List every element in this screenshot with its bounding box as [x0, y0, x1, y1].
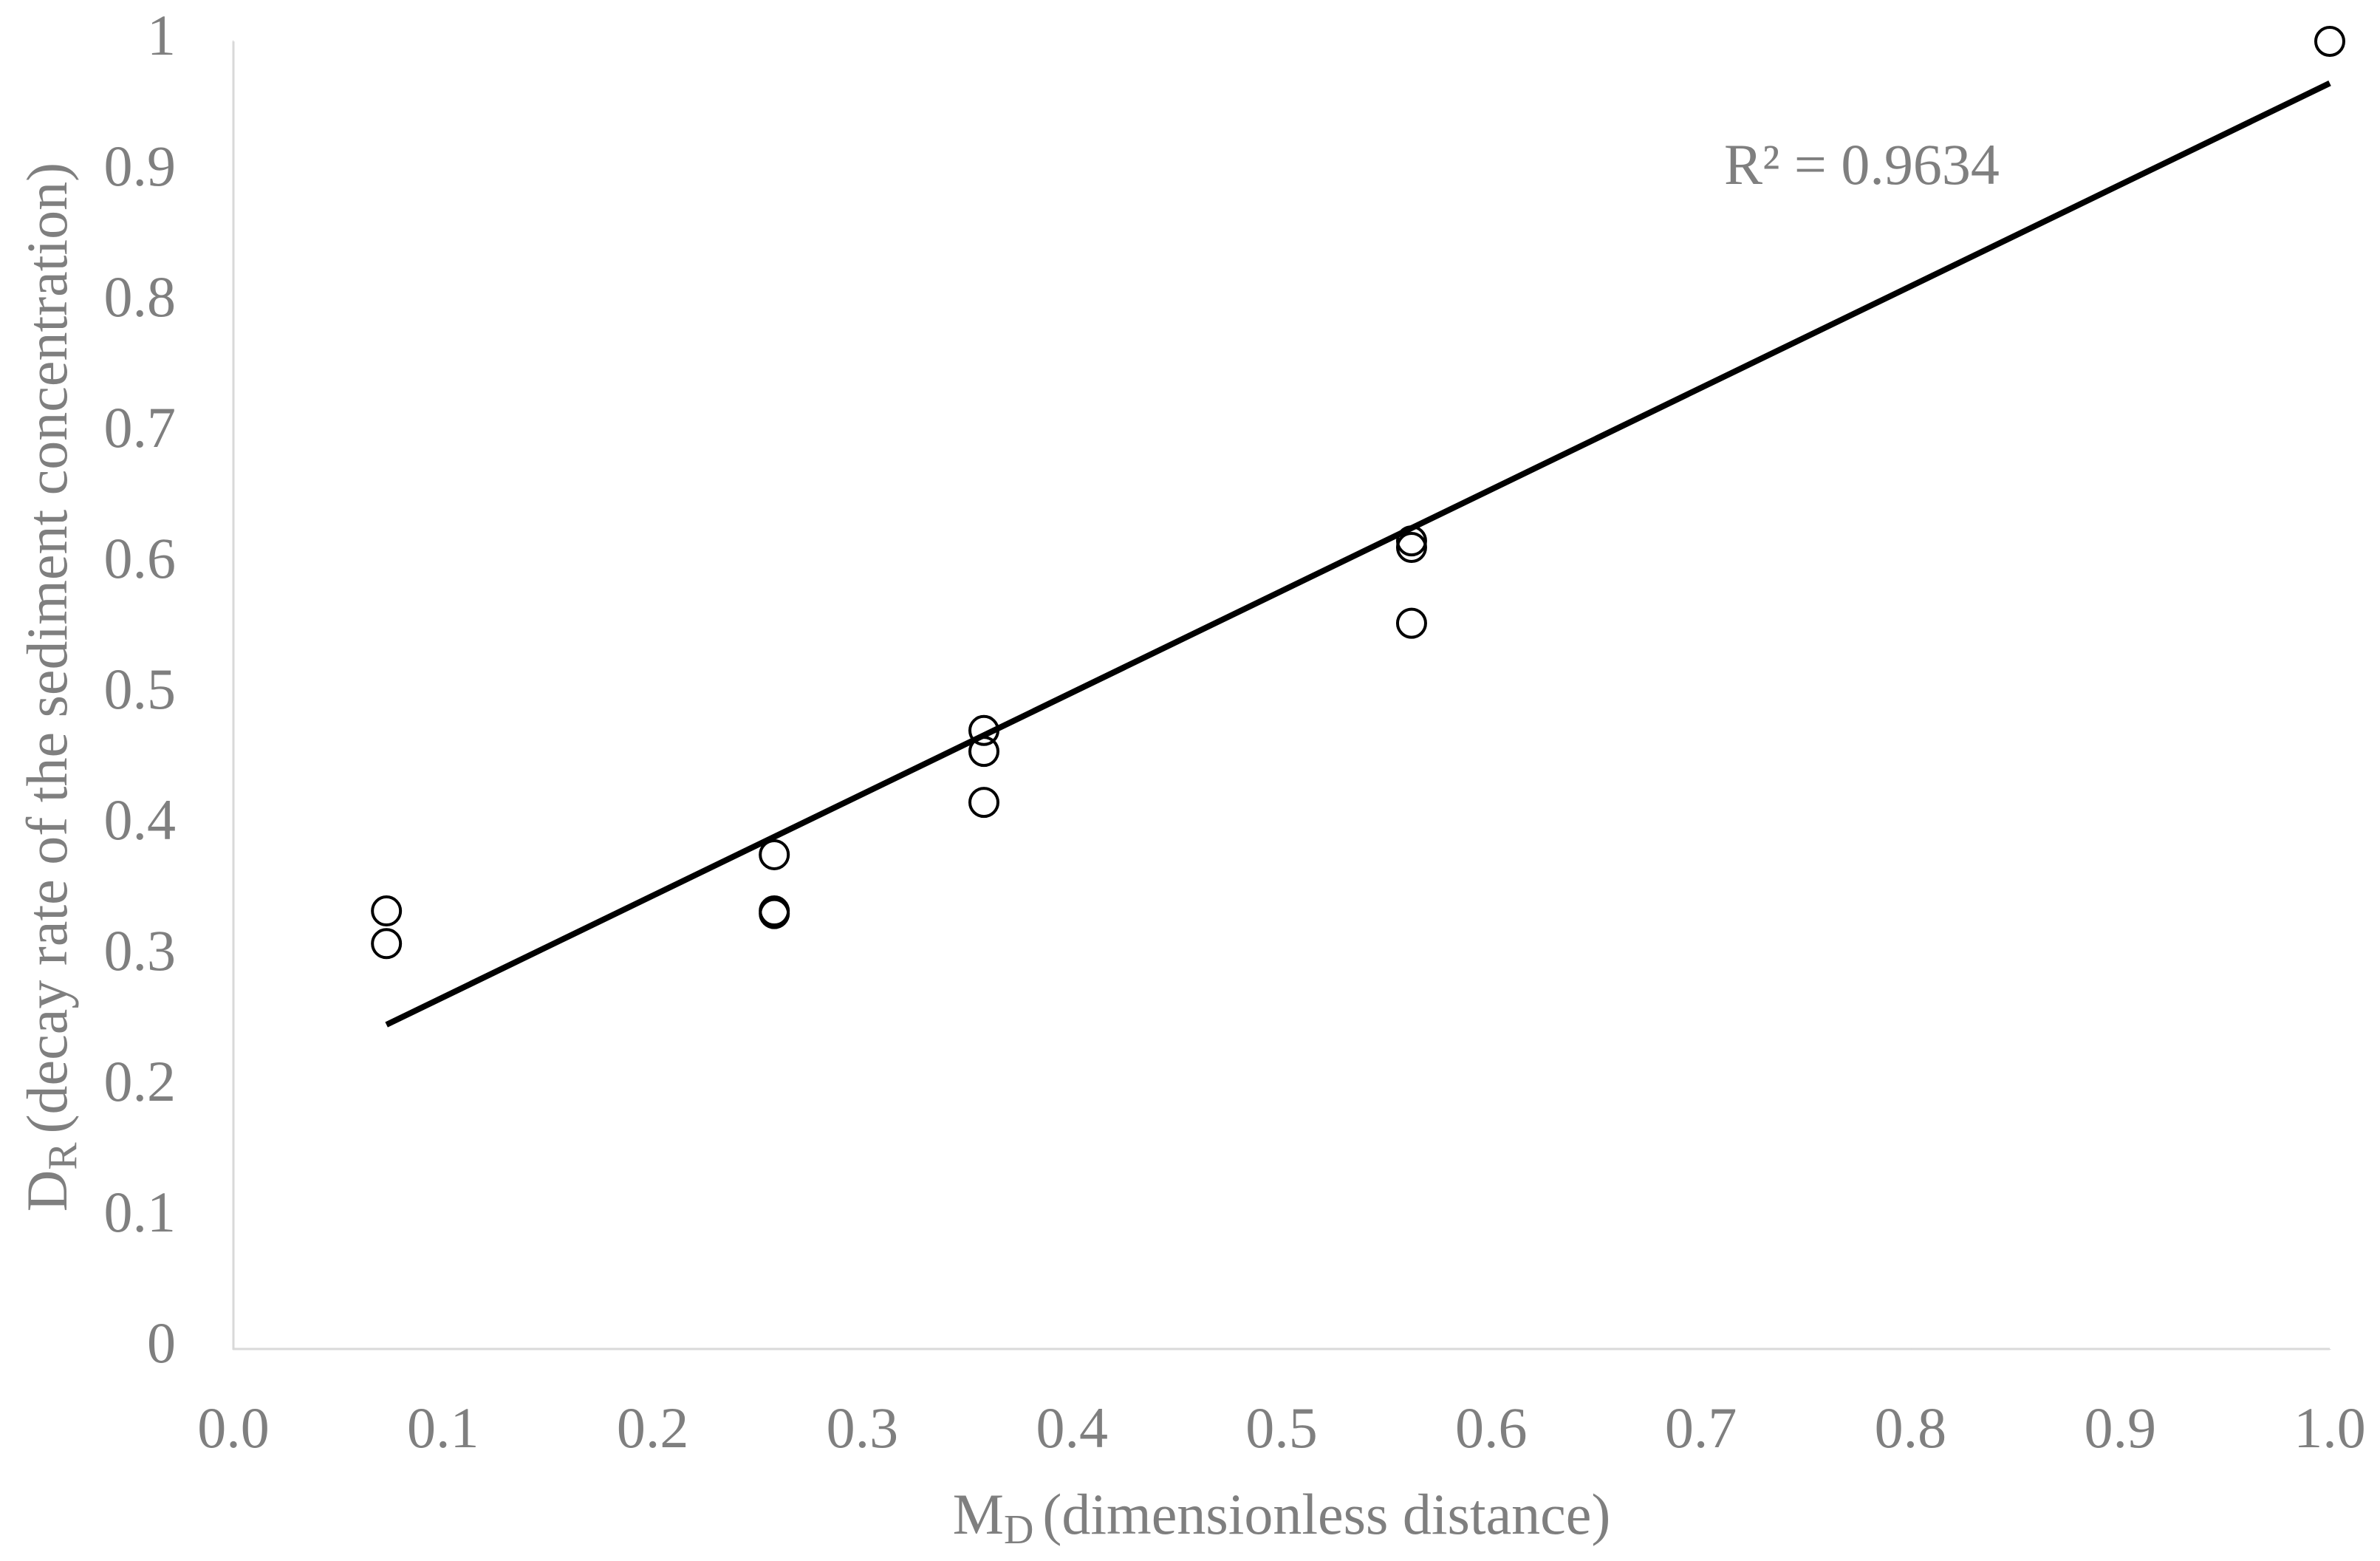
y-tick-label: 0.4 — [104, 788, 177, 852]
point — [759, 898, 790, 929]
y-tick-label: 0.3 — [104, 918, 177, 983]
point — [968, 736, 1000, 768]
x-tick-label: 1.0 — [2294, 1396, 2366, 1460]
y-label-subscript: R — [40, 1142, 86, 1170]
annotation: R² = 0.9634 — [1724, 132, 2000, 197]
point — [371, 928, 403, 960]
x-tick-label: 0.9 — [2084, 1396, 2156, 1460]
point — [968, 714, 1000, 746]
x-axis-label: MD (dimensionless distance) — [953, 1482, 1611, 1553]
x-tick-label: 0.5 — [1245, 1396, 1318, 1460]
y-label-text: (decay rate of the sediment concentratio… — [15, 163, 79, 1134]
point — [1395, 531, 1427, 563]
point — [2314, 26, 2345, 57]
y-tick-label: 0.7 — [104, 395, 177, 460]
y-tick-label: 0.1 — [104, 1180, 177, 1244]
x-label-subscript: D — [1004, 1507, 1033, 1553]
x-tick-label: 0.3 — [827, 1396, 899, 1460]
x-tick-label: 0.4 — [1036, 1396, 1108, 1460]
x-label-text: (dimensionless distance) — [1042, 1482, 1610, 1546]
point — [759, 895, 790, 927]
y-label-symbol: D — [15, 1170, 79, 1212]
y-tick-label: 0 — [147, 1311, 176, 1375]
point — [371, 895, 403, 927]
x-tick-label: 0.0 — [197, 1396, 270, 1460]
x-tick-label: 0.7 — [1665, 1396, 1737, 1460]
point — [968, 787, 1000, 819]
x-label-symbol: M — [953, 1482, 1004, 1546]
y-tick-label: 0.9 — [104, 134, 177, 198]
y-tick-label: 0.5 — [104, 657, 177, 721]
y-tick-label: 0.8 — [104, 264, 177, 329]
y-tick-label: 0.2 — [104, 1049, 177, 1113]
y-tick-label: 0.6 — [104, 526, 177, 590]
trendline — [385, 81, 2331, 1028]
x-tick-label: 0.6 — [1455, 1396, 1528, 1460]
point — [1395, 607, 1427, 639]
y-axis-label: DR (decay rate of the sediment concentrat… — [15, 163, 86, 1212]
x-tick-label: 0.1 — [407, 1396, 479, 1460]
x-tick-label: 0.2 — [617, 1396, 689, 1460]
y-tick-label: 1 — [147, 3, 176, 67]
x-tick-label: 0.8 — [1875, 1396, 1947, 1460]
point — [759, 838, 790, 870]
